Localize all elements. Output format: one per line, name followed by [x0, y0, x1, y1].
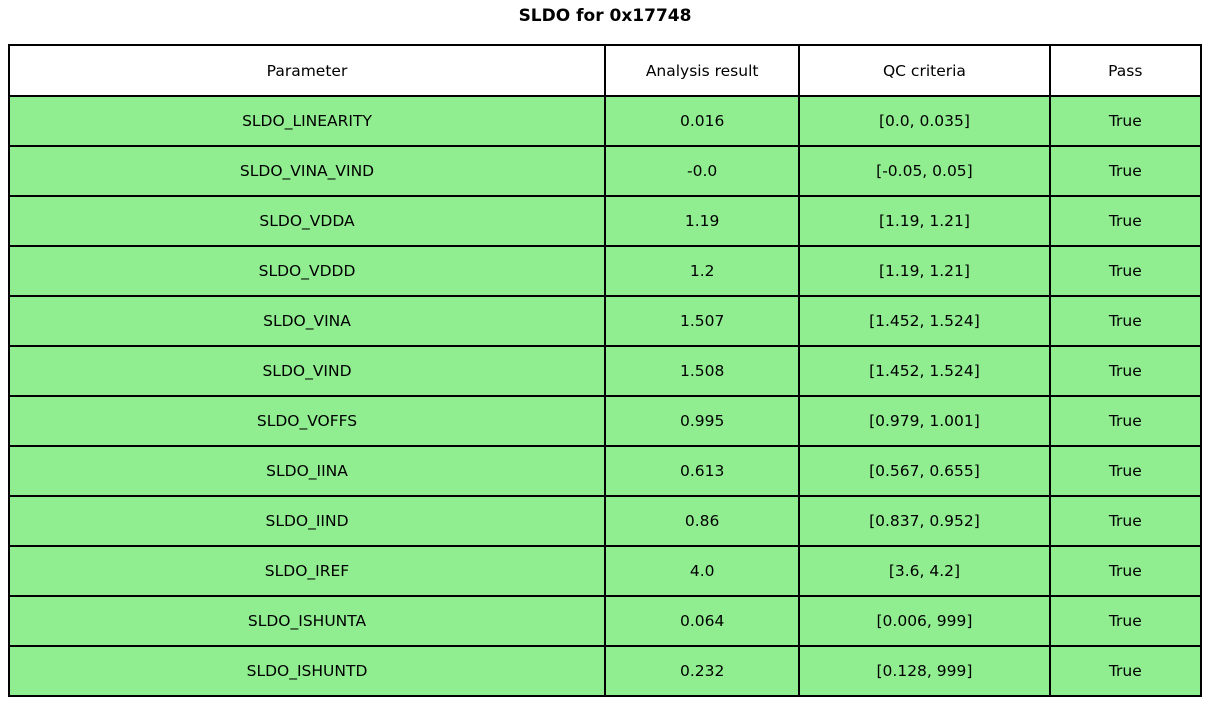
cell-pass: True [1048, 445, 1203, 497]
table-body: SLDO_LINEARITY 0.016 [0.0, 0.035] True SLDO_… [7, 95, 1203, 697]
cell-parameter: SLDO_IREF [7, 545, 607, 597]
cell-parameter: SLDO_ISHUNTD [7, 645, 607, 697]
table-row: SLDO_VDDA 1.19 [1.19, 1.21] True [7, 195, 1203, 247]
cell-pass: True [1048, 145, 1203, 197]
qc-results-table: Parameter Analysis result QC criteria Pa… [7, 44, 1203, 697]
cell-qc-criteria: [0.979, 1.001] [798, 395, 1051, 447]
table-row: SLDO_IIND 0.86 [0.837, 0.952] True [7, 495, 1203, 547]
table-row: SLDO_VINA 1.507 [1.452, 1.524] True [7, 295, 1203, 347]
cell-analysis-result: 1.508 [604, 345, 801, 397]
cell-pass: True [1048, 95, 1203, 147]
cell-parameter: SLDO_IIND [7, 495, 607, 547]
table-row: SLDO_VOFFS 0.995 [0.979, 1.001] True [7, 395, 1203, 447]
table-row: SLDO_ISHUNTD 0.232 [0.128, 999] True [7, 645, 1203, 697]
cell-analysis-result: 1.19 [604, 195, 801, 247]
cell-qc-criteria: [1.19, 1.21] [798, 195, 1051, 247]
table-row: SLDO_IINA 0.613 [0.567, 0.655] True [7, 445, 1203, 497]
cell-qc-criteria: [1.452, 1.524] [798, 345, 1051, 397]
cell-parameter: SLDO_VINA [7, 295, 607, 347]
cell-analysis-result: 0.232 [604, 645, 801, 697]
cell-pass: True [1048, 345, 1203, 397]
table-row: SLDO_VINA_VIND -0.0 [-0.05, 0.05] True [7, 145, 1203, 197]
cell-pass: True [1048, 295, 1203, 347]
cell-analysis-result: 1.507 [604, 295, 801, 347]
cell-qc-criteria: [1.19, 1.21] [798, 245, 1051, 297]
table-header-row: Parameter Analysis result QC criteria Pa… [7, 44, 1203, 97]
cell-analysis-result: 4.0 [604, 545, 801, 597]
cell-qc-criteria: [0.128, 999] [798, 645, 1051, 697]
cell-pass: True [1048, 395, 1203, 447]
cell-pass: True [1048, 595, 1203, 647]
cell-analysis-result: 0.064 [604, 595, 801, 647]
header-cell-pass: Pass [1048, 44, 1203, 97]
cell-analysis-result: 0.016 [604, 95, 801, 147]
cell-analysis-result: 1.2 [604, 245, 801, 297]
cell-parameter: SLDO_VIND [7, 345, 607, 397]
cell-pass: True [1048, 645, 1203, 697]
cell-qc-criteria: [0.0, 0.035] [798, 95, 1051, 147]
cell-analysis-result: -0.0 [604, 145, 801, 197]
cell-pass: True [1048, 545, 1203, 597]
cell-pass: True [1048, 495, 1203, 547]
cell-parameter: SLDO_VOFFS [7, 395, 607, 447]
cell-qc-criteria: [-0.05, 0.05] [798, 145, 1051, 197]
cell-analysis-result: 0.613 [604, 445, 801, 497]
cell-parameter: SLDO_IINA [7, 445, 607, 497]
table-row: SLDO_IREF 4.0 [3.6, 4.2] True [7, 545, 1203, 597]
header-cell-analysis-result: Analysis result [604, 44, 801, 97]
cell-analysis-result: 0.86 [604, 495, 801, 547]
cell-parameter: SLDO_LINEARITY [7, 95, 607, 147]
table-row: SLDO_ISHUNTA 0.064 [0.006, 999] True [7, 595, 1203, 647]
page-title: SLDO for 0x17748 [518, 6, 692, 26]
cell-qc-criteria: [1.452, 1.524] [798, 295, 1051, 347]
cell-parameter: SLDO_VDDD [7, 245, 607, 297]
cell-qc-criteria: [0.006, 999] [798, 595, 1051, 647]
cell-parameter: SLDO_VDDA [7, 195, 607, 247]
cell-parameter: SLDO_VINA_VIND [7, 145, 607, 197]
header-cell-parameter: Parameter [7, 44, 607, 97]
cell-pass: True [1048, 245, 1203, 297]
cell-analysis-result: 0.995 [604, 395, 801, 447]
cell-qc-criteria: [0.837, 0.952] [798, 495, 1051, 547]
cell-pass: True [1048, 195, 1203, 247]
cell-parameter: SLDO_ISHUNTA [7, 595, 607, 647]
table-row: SLDO_VDDD 1.2 [1.19, 1.21] True [7, 245, 1203, 297]
header-cell-qc-criteria: QC criteria [798, 44, 1051, 97]
cell-qc-criteria: [3.6, 4.2] [798, 545, 1051, 597]
table-row: SLDO_VIND 1.508 [1.452, 1.524] True [7, 345, 1203, 397]
cell-qc-criteria: [0.567, 0.655] [798, 445, 1051, 497]
table-row: SLDO_LINEARITY 0.016 [0.0, 0.035] True [7, 95, 1203, 147]
